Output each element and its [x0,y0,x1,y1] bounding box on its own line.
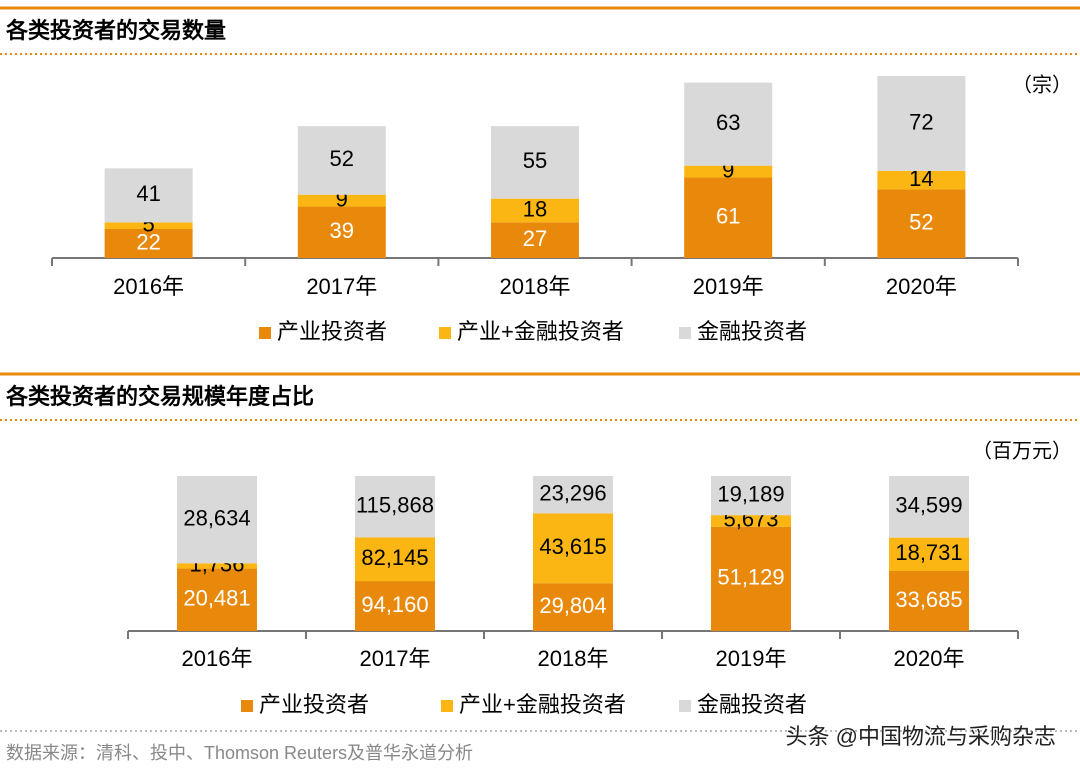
legend-swatch [679,327,691,339]
legend-label: 产业投资者 [277,319,387,344]
bar-segment [297,206,386,258]
unit-label: （百万元） [972,439,1072,462]
bar-segment [877,189,966,258]
bar-segment [177,568,257,631]
bar-segment [355,476,435,538]
source-note: 数据来源：清科、投中、Thomson Reuters及普华永道分析 [6,743,473,763]
x-tick-label: 2019年 [716,646,787,671]
bar-segment [711,526,791,631]
value-label: 43,615 [539,534,606,559]
unit-label: （宗） [1012,73,1072,96]
legend-label: 产业+金融投资者 [457,319,624,344]
bar-segment [297,126,386,195]
bar-segment [104,222,193,229]
bar-segment [711,476,791,516]
value-label: 34,599 [895,493,962,518]
bar-segment [491,198,579,223]
value-label: 18 [523,196,547,221]
x-tick-label: 2020年 [894,646,965,671]
bar-segment [355,581,435,631]
value-label: 55 [523,148,547,173]
x-tick-label: 2019年 [693,274,764,299]
legend-label: 金融投资者 [697,692,807,717]
bar-segment [533,513,613,584]
value-label: 22 [136,229,160,254]
bar-segment [104,228,193,258]
legend-swatch [241,700,253,712]
bar-segment [684,177,773,258]
value-label: 28,634 [183,505,250,530]
value-label: 29,804 [539,593,606,618]
x-tick-label: 2018年 [538,646,609,671]
x-tick-label: 2016年 [182,646,253,671]
value-label: 18,731 [895,540,962,565]
chart-title: 各类投资者的交易规模年度占比 [5,384,314,409]
bar-segment [711,515,791,527]
bar-segment [533,476,613,514]
legend-swatch [259,327,271,339]
value-label: 39 [330,218,354,243]
x-tick-label: 2018年 [500,274,571,299]
value-label: 82,145 [361,545,428,570]
bar-segment [889,570,969,631]
bar-segment [177,476,257,564]
bar-segment [533,583,613,631]
value-label: 72 [909,109,933,134]
bar-segment [104,168,193,223]
value-label: 33,685 [895,587,962,612]
value-label: 52 [909,210,933,235]
x-tick-label: 2017年 [360,646,431,671]
bar-segment [355,537,435,582]
legend-label: 产业+金融投资者 [459,692,626,717]
bar-segment [889,476,969,538]
value-label: 27 [523,226,547,251]
legend-swatch [439,327,451,339]
bar-segment [877,170,966,190]
bar-segment [684,82,773,166]
value-label: 19,189 [717,481,784,506]
value-label: 51,129 [717,565,784,590]
legend-label: 金融投资者 [697,319,807,344]
legend-label: 产业投资者 [259,692,369,717]
chart-title: 各类投资者的交易数量 [5,18,226,43]
x-tick-label: 2016年 [113,274,184,299]
bar-segment [684,165,773,178]
value-label: 52 [330,146,354,171]
x-tick-label: 2017年 [306,274,377,299]
bar-segment [491,126,579,199]
value-label: 115,868 [356,493,434,518]
value-label: 61 [716,204,740,229]
bar-segment [177,563,257,569]
value-label: 63 [716,110,740,135]
value-label: 94,160 [361,592,428,617]
x-tick-label: 2020年 [886,274,957,299]
bar-segment [491,222,579,258]
value-label: 41 [136,181,160,206]
value-label: 23,296 [539,480,606,505]
bar-segment [877,76,966,171]
legend-swatch [679,700,691,712]
value-label: 20,481 [183,586,250,611]
legend-swatch [441,700,453,712]
watermark: 头条 @中国物流与采购杂志 [786,724,1056,749]
bar-segment [889,537,969,571]
bar-segment [297,194,386,207]
